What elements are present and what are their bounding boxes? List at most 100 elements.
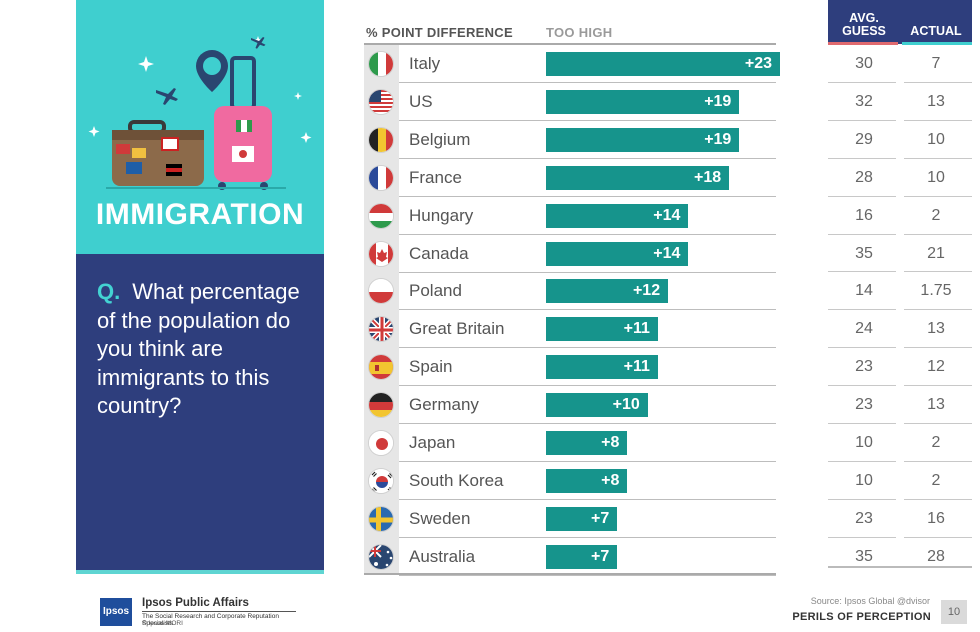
- topic-panel: [76, 0, 324, 254]
- copyright: © Ipsos MORI: [142, 620, 183, 627]
- chart-row-hungary: Hungary +14: [364, 197, 776, 235]
- chart-row-sweden: Sweden +7: [364, 500, 776, 538]
- question-marker: Q.: [97, 279, 121, 304]
- bar-france: +18: [546, 165, 730, 190]
- avg-guess-value: 24: [855, 320, 873, 338]
- row-separator: [399, 461, 776, 462]
- actual-separator: [904, 385, 972, 387]
- actual-value: 7: [931, 55, 941, 72]
- bar-belgium: +19: [546, 127, 740, 152]
- country-label: Japan: [409, 433, 456, 452]
- actual-separator: [904, 157, 972, 159]
- belgium-flag-icon: [368, 126, 394, 153]
- bar-sweden: +7: [546, 506, 618, 531]
- avg-guess-header-bg: [828, 0, 900, 44]
- country-label: Canada: [409, 243, 469, 263]
- bar-south-korea: +8: [546, 468, 628, 493]
- chart-row-australia: Australia +7: [364, 538, 776, 576]
- france-flag-icon: [368, 164, 394, 191]
- sweden-flag-icon: [368, 505, 394, 532]
- bar-japan: +8: [546, 431, 628, 455]
- actual-value: 28: [927, 547, 945, 565]
- row-separator: [399, 498, 776, 500]
- bar-value-label: +14: [653, 244, 681, 262]
- actual-value: 13: [927, 320, 945, 338]
- avg-guess-separator: [828, 460, 896, 462]
- bar-value-label: +11: [623, 320, 650, 338]
- avg-guess-underline: [828, 42, 898, 45]
- country-label: Belgium: [409, 129, 471, 149]
- avg-guess-separator: [828, 157, 896, 159]
- avg-guess-value: 10: [855, 471, 873, 489]
- actual-value: 1.75: [920, 282, 952, 300]
- bar-germany: +10: [546, 393, 648, 418]
- country-label: Great Britain: [409, 319, 505, 339]
- brand-name: Ipsos Public Affairs: [142, 597, 249, 609]
- ipsos-logo: Ipsos: [100, 598, 132, 626]
- australia-flag-icon: [368, 543, 394, 570]
- canada-flag-icon: [368, 240, 394, 267]
- bar-value-label: +7: [590, 547, 610, 565]
- avg-guess-value: 29: [855, 130, 873, 148]
- us-flag-icon: [368, 88, 394, 115]
- country-label: US: [409, 91, 433, 111]
- luggage-illustration-icon: [88, 36, 312, 190]
- bar-spain: +11: [546, 355, 658, 380]
- actual-value: 13: [927, 92, 945, 110]
- avg-guess-header: AVG. GUESS: [828, 12, 900, 38]
- chart-row-us: US +19: [364, 83, 776, 121]
- avg-guess-separator: [828, 233, 896, 235]
- row-separator: [399, 536, 776, 538]
- row-separator: [399, 309, 776, 311]
- bar-value-label: +14: [653, 206, 681, 224]
- actual-separator: [904, 347, 972, 349]
- table-bottom-rule: [364, 573, 776, 575]
- actual-value: 10: [927, 168, 945, 186]
- row-separator: [399, 347, 776, 349]
- country-label: Australia: [409, 546, 476, 566]
- question-body: What percentage of the population do you…: [97, 279, 300, 418]
- avg-guess-separator: [828, 498, 896, 500]
- hungary-flag-icon: [368, 202, 394, 229]
- actual-value: 2: [931, 206, 941, 224]
- actual-value: 12: [927, 358, 945, 376]
- country-label: France: [409, 167, 462, 187]
- chart-row-italy: Italy +23: [364, 45, 781, 83]
- country-label: Germany: [409, 395, 479, 415]
- actual-separator: [904, 233, 972, 235]
- avg-guess-separator: [828, 347, 896, 349]
- chart-row-belgium: Belgium +19: [364, 121, 776, 159]
- question-text: Q. What percentage of the population do y…: [97, 278, 312, 421]
- avg-guess-separator: [828, 536, 896, 538]
- bar-value-label: +7: [590, 509, 610, 527]
- chart-row-canada: Canada +14: [364, 235, 776, 273]
- avg-guess-separator: [828, 119, 896, 121]
- bar-canada: +14: [546, 241, 689, 266]
- too-high-header: TOO HIGH: [546, 25, 613, 40]
- avg-guess-value: 28: [855, 168, 873, 186]
- row-separator: [399, 385, 776, 387]
- country-label: Italy: [409, 54, 441, 73]
- great-britain-flag-icon: [368, 316, 394, 343]
- avg-guess-value: 10: [855, 434, 873, 451]
- avg-guess-separator: [828, 195, 896, 197]
- avg-guess-value: 30: [855, 55, 873, 72]
- row-separator: [399, 119, 776, 121]
- country-label: Hungary: [409, 205, 474, 225]
- chart-row-south-korea: South Korea +8: [364, 462, 776, 500]
- avg-guess-value: 35: [855, 244, 873, 262]
- row-separator: [399, 195, 776, 197]
- country-label: South Korea: [409, 470, 504, 490]
- actual-value: 21: [927, 244, 945, 262]
- chart-row-france: France +18: [364, 159, 776, 197]
- bar-australia: +7: [546, 544, 618, 569]
- bar-poland: +12: [546, 279, 669, 304]
- actual-underline: [902, 42, 972, 45]
- bar-value-label: +19: [704, 130, 732, 148]
- country-label: Sweden: [409, 508, 471, 528]
- actual-header: ACTUAL: [910, 24, 962, 38]
- bar-great-britain: +11: [546, 317, 658, 342]
- actual-separator: [904, 119, 972, 121]
- actual-separator: [904, 195, 972, 197]
- avg-guess-separator: [828, 385, 896, 387]
